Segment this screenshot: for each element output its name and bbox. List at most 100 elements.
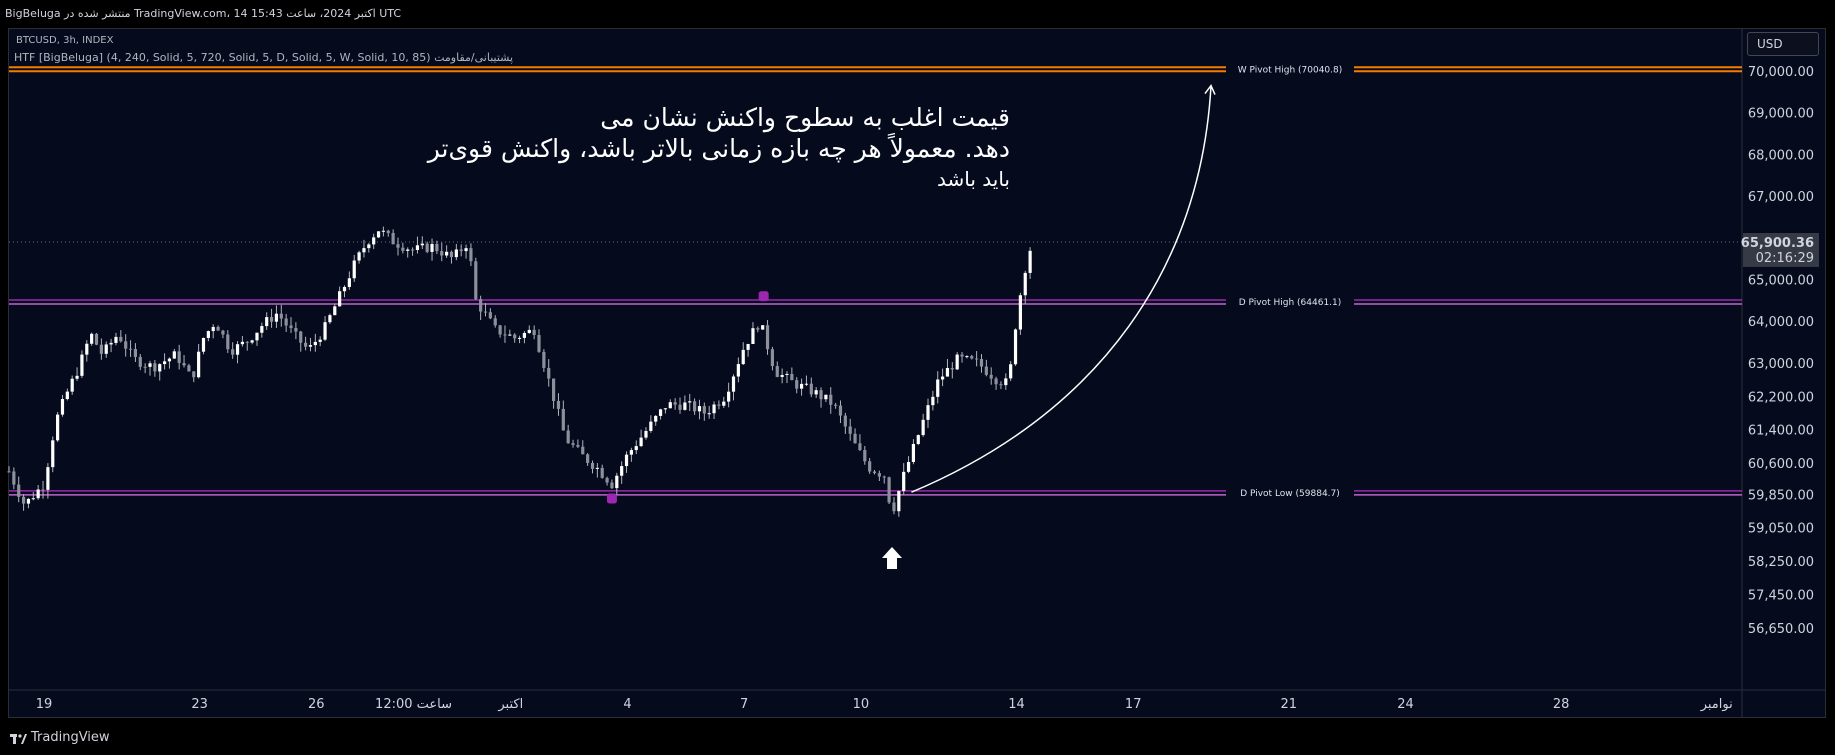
time-tick-label: 17 bbox=[1125, 697, 1142, 712]
candle-body bbox=[328, 315, 332, 323]
candle-body bbox=[172, 351, 176, 359]
candle-body bbox=[819, 390, 823, 400]
candle-body bbox=[717, 404, 721, 406]
candle-body bbox=[780, 374, 784, 377]
candle-body bbox=[284, 318, 288, 326]
candle-body bbox=[269, 317, 274, 322]
candle-body bbox=[654, 415, 658, 422]
candle-body bbox=[133, 349, 138, 357]
candle-body bbox=[751, 328, 755, 344]
candle-body bbox=[36, 489, 40, 499]
candle-body bbox=[517, 337, 522, 339]
candle-body bbox=[761, 325, 765, 330]
candle-body bbox=[649, 421, 653, 431]
candle-body bbox=[333, 306, 337, 316]
tradingview-logo-icon bbox=[10, 733, 27, 744]
candle-body bbox=[119, 336, 123, 342]
top-bar: BigBeluga منتشر شده در TradingView.com، … bbox=[0, 0, 1835, 28]
candle-body bbox=[474, 261, 478, 300]
candle-body bbox=[950, 368, 954, 370]
candle-body bbox=[644, 430, 648, 438]
candle-body bbox=[814, 390, 818, 395]
candle-body bbox=[362, 248, 366, 253]
candle-body bbox=[868, 461, 872, 472]
candle-body bbox=[70, 378, 74, 392]
candle-body bbox=[921, 419, 925, 436]
candle-body bbox=[85, 343, 89, 355]
candle-body bbox=[566, 430, 570, 444]
candle-body bbox=[240, 341, 244, 345]
candle-body bbox=[892, 502, 896, 512]
pivot-label-bg bbox=[1226, 485, 1354, 499]
candle-body bbox=[736, 364, 740, 377]
candle-body bbox=[260, 326, 264, 333]
time-tick-label: 19 bbox=[36, 697, 53, 712]
candle-body bbox=[459, 249, 463, 252]
candle-body bbox=[308, 345, 313, 347]
candle-body bbox=[658, 409, 663, 416]
candle-body bbox=[668, 402, 672, 409]
time-tick-label: 26 bbox=[308, 697, 325, 712]
candle-body bbox=[508, 334, 512, 336]
candle-body bbox=[162, 361, 167, 365]
candle-body bbox=[226, 334, 230, 350]
candle-body bbox=[235, 344, 240, 355]
candle-body bbox=[294, 328, 298, 332]
candle-body bbox=[479, 299, 483, 312]
candle-body bbox=[347, 278, 351, 287]
candle-body bbox=[231, 349, 235, 355]
candle-body bbox=[75, 375, 79, 379]
candle-body bbox=[999, 384, 1003, 386]
price-tick-label: 64,000.00 bbox=[1748, 315, 1814, 330]
candle-body bbox=[702, 406, 706, 414]
candle-body bbox=[683, 402, 687, 410]
candle-body bbox=[965, 356, 969, 358]
candle-body bbox=[250, 340, 254, 343]
candle-body bbox=[440, 251, 444, 256]
candle-body bbox=[65, 391, 69, 400]
candle-body bbox=[445, 251, 449, 256]
annotation-line: باید باشد bbox=[937, 167, 1010, 191]
tradingview-logo[interactable]: TradingView bbox=[10, 730, 110, 745]
candle-body bbox=[41, 489, 45, 491]
candle-body bbox=[731, 376, 736, 392]
chart-area[interactable] bbox=[8, 28, 1826, 718]
candle-body bbox=[192, 371, 196, 378]
candle-body bbox=[167, 358, 172, 362]
candle-body bbox=[955, 354, 959, 370]
candle-body bbox=[551, 378, 556, 401]
candle-body bbox=[148, 363, 152, 367]
candle-body bbox=[90, 333, 94, 344]
candle-body bbox=[522, 332, 527, 338]
candle-body bbox=[581, 446, 585, 455]
candle-body bbox=[809, 383, 813, 395]
candle-body bbox=[970, 356, 974, 359]
price-tick-label: 63,000.00 bbox=[1748, 357, 1814, 372]
candle-body bbox=[51, 440, 55, 468]
candle-body bbox=[56, 414, 60, 441]
candle-body bbox=[897, 491, 901, 512]
candle-body bbox=[488, 312, 492, 319]
time-tick-label: 21 bbox=[1281, 697, 1298, 712]
candle-body bbox=[770, 349, 775, 367]
candle-body bbox=[829, 394, 833, 405]
candle-body bbox=[138, 356, 142, 367]
candle-body bbox=[848, 426, 852, 434]
candle-body bbox=[279, 313, 283, 319]
curved-arrow-head-icon bbox=[1204, 84, 1216, 95]
candle-body bbox=[722, 401, 726, 406]
annotation-line: قیمت اغلب به سطوح واکنش نشان می bbox=[600, 103, 1010, 132]
candle-body bbox=[1028, 250, 1032, 273]
candle-body bbox=[503, 334, 507, 336]
candle-body bbox=[216, 326, 220, 331]
candle-body bbox=[994, 378, 998, 385]
candle-body bbox=[975, 358, 979, 360]
candle-body bbox=[449, 251, 454, 258]
up-arrow-icon bbox=[882, 546, 903, 569]
time-tick-label: 28 bbox=[1553, 697, 1570, 712]
indicator-legend[interactable]: HTF [BigBeluga] (4, 240, Solid, 5, 720, … bbox=[14, 51, 514, 64]
price-tick-label: 56,650.00 bbox=[1748, 622, 1814, 637]
candle-body bbox=[46, 467, 50, 490]
currency-button[interactable]: USD bbox=[1747, 32, 1819, 56]
